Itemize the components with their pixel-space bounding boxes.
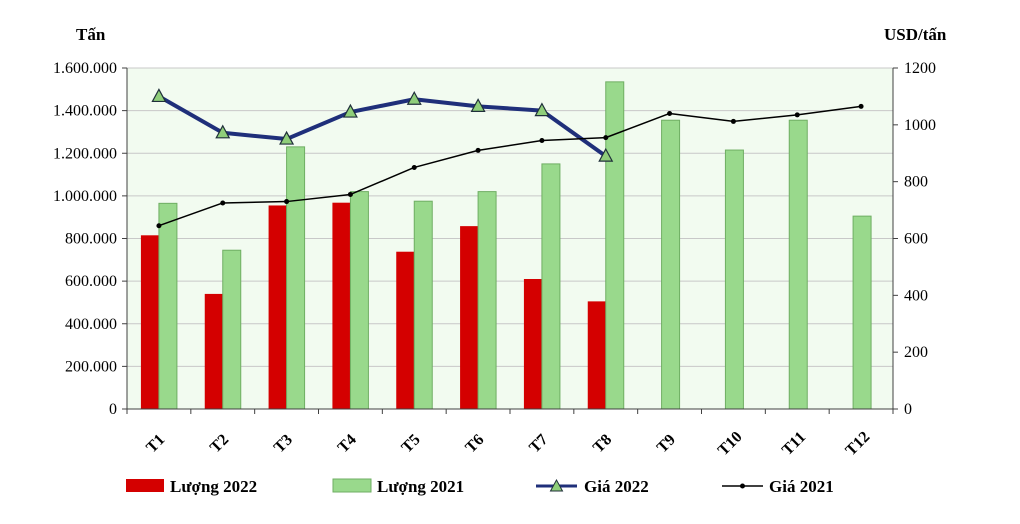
y-left-tick-label: 800.000 bbox=[65, 231, 117, 248]
y-right-tick-label: 800 bbox=[904, 174, 928, 191]
bar-luong-2021 bbox=[286, 146, 306, 410]
bar-luong-2022 bbox=[587, 301, 606, 409]
point-gia-2021 bbox=[603, 135, 609, 141]
point-gia-2022 bbox=[342, 103, 358, 118]
grid-lines bbox=[127, 67, 893, 367]
point-gia-2021 bbox=[411, 164, 417, 170]
y-axis-right-title: USD/tấn bbox=[884, 25, 947, 44]
legend-marker-gia-2022 bbox=[549, 478, 564, 492]
y-right-tick-label: 0 bbox=[904, 401, 912, 418]
point-gia-2022 bbox=[598, 147, 614, 162]
y-right-tick-label: 1000 bbox=[904, 117, 936, 134]
point-gia-2021 bbox=[858, 103, 864, 109]
point-gia-2022 bbox=[406, 90, 422, 105]
point-gia-2022 bbox=[151, 88, 167, 103]
point-gia-2021 bbox=[730, 118, 736, 124]
bar-luong-2021 bbox=[158, 202, 178, 410]
legend-swatch-luong-2022 bbox=[126, 479, 164, 492]
bar-luong-2022 bbox=[332, 202, 351, 409]
point-gia-2021 bbox=[347, 191, 353, 197]
y-left-tick-label: 0 bbox=[109, 401, 117, 418]
y-right-tick-label: 400 bbox=[904, 287, 928, 304]
y-right-tick-label: 600 bbox=[904, 231, 928, 248]
legend-label-gia-2022: Giá 2022 bbox=[584, 477, 649, 496]
bars bbox=[140, 81, 872, 410]
line-gia-2021 bbox=[158, 105, 862, 227]
legend-item-gia-2022: Giá 2022 bbox=[536, 477, 649, 496]
point-gia-2021 bbox=[539, 137, 545, 143]
bar-luong-2022 bbox=[140, 235, 159, 409]
legend-label-luong-2021: Lượng 2021 bbox=[377, 477, 464, 496]
point-gia-2022 bbox=[279, 130, 295, 145]
point-gia-2021 bbox=[667, 110, 673, 116]
bar-luong-2021 bbox=[349, 191, 369, 410]
bar-luong-2021 bbox=[605, 81, 625, 410]
legend-swatch-luong-2021 bbox=[332, 478, 372, 493]
bar-luong-2022 bbox=[460, 226, 479, 409]
line-gia-2022 bbox=[157, 94, 607, 158]
point-gia-2021 bbox=[475, 147, 481, 153]
legend: Lượng 2022 Lượng 2021 Giá 2022 Giá 2021 bbox=[126, 477, 834, 496]
y-right-tick-label: 1200 bbox=[904, 60, 936, 77]
bar-luong-2022 bbox=[268, 205, 287, 409]
bar-luong-2022 bbox=[204, 293, 223, 409]
point-gia-2021 bbox=[220, 200, 226, 206]
bar-luong-2021 bbox=[788, 119, 808, 410]
y-left-tick-label: 1.000.000 bbox=[53, 188, 117, 205]
point-gia-2021 bbox=[156, 223, 162, 229]
y-left-tick-label: 400.000 bbox=[65, 316, 117, 333]
legend-item-luong-2022: Lượng 2022 bbox=[126, 477, 257, 496]
bar-luong-2021 bbox=[477, 191, 497, 410]
bar-luong-2021 bbox=[724, 149, 744, 410]
bar-luong-2021 bbox=[413, 200, 433, 410]
bar-luong-2021 bbox=[661, 119, 681, 410]
bar-luong-2022 bbox=[523, 278, 542, 409]
labels: Tấn USD/tấn bbox=[76, 25, 947, 44]
bar-luong-2021 bbox=[222, 249, 242, 410]
lines bbox=[151, 88, 864, 229]
bar-luong-2022 bbox=[396, 251, 415, 409]
y-left-tick-label: 1.200.000 bbox=[53, 145, 117, 162]
y-axis-left-title: Tấn bbox=[76, 25, 106, 44]
y-left-tick-label: 600.000 bbox=[65, 273, 117, 290]
point-gia-2022 bbox=[215, 124, 231, 139]
legend-item-luong-2021: Lượng 2021 bbox=[332, 477, 464, 496]
bar-luong-2021 bbox=[541, 163, 561, 410]
point-gia-2022 bbox=[470, 98, 486, 112]
point-gia-2021 bbox=[794, 112, 800, 118]
legend-marker-gia-2021 bbox=[740, 483, 745, 489]
y-right-tick-label: 200 bbox=[904, 344, 928, 361]
y-left-tick-label: 1.600.000 bbox=[53, 60, 117, 77]
y-left-tick-label: 1.400.000 bbox=[53, 103, 117, 120]
legend-item-gia-2021: Giá 2021 bbox=[722, 477, 834, 496]
y-left-tick-label: 200.000 bbox=[65, 358, 117, 375]
point-gia-2022 bbox=[534, 102, 550, 117]
legend-label-luong-2022: Lượng 2022 bbox=[170, 477, 257, 496]
point-gia-2021 bbox=[284, 199, 290, 205]
bar-luong-2021 bbox=[852, 215, 872, 410]
legend-label-gia-2021: Giá 2021 bbox=[769, 477, 834, 496]
